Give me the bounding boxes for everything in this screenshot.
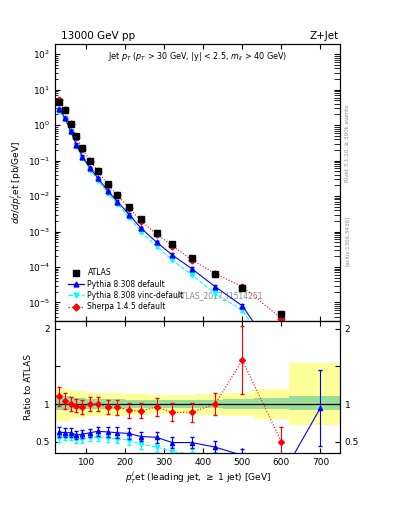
Text: ATLAS_2017_I1514251: ATLAS_2017_I1514251 bbox=[177, 291, 264, 301]
Text: Jet $p_T$ ($p_T$ > 30 GeV, |y| < 2.5, $m_{ll}$ > 40 GeV): Jet $p_T$ ($p_T$ > 30 GeV, |y| < 2.5, $m… bbox=[108, 51, 287, 63]
Text: Rivet 3.1.10, ≥ 300k events: Rivet 3.1.10, ≥ 300k events bbox=[345, 105, 350, 182]
Text: Z+Jet: Z+Jet bbox=[310, 31, 339, 41]
Legend: ATLAS, Pythia 8.308 default, Pythia 8.308 vinc-default, Sherpa 1.4.5 default: ATLAS, Pythia 8.308 default, Pythia 8.30… bbox=[64, 265, 187, 314]
Text: [arXiv:1306.3436]: [arXiv:1306.3436] bbox=[345, 216, 350, 266]
Y-axis label: $d\sigma/dp_T^{j}$et [pb/GeV]: $d\sigma/dp_T^{j}$et [pb/GeV] bbox=[9, 141, 25, 224]
Y-axis label: Ratio to ATLAS: Ratio to ATLAS bbox=[24, 354, 33, 420]
Text: 13000 GeV pp: 13000 GeV pp bbox=[61, 31, 135, 41]
X-axis label: $p_T^{j}$et (leading jet, $\geq$ 1 jet) [GeV]: $p_T^{j}$et (leading jet, $\geq$ 1 jet) … bbox=[125, 470, 270, 486]
